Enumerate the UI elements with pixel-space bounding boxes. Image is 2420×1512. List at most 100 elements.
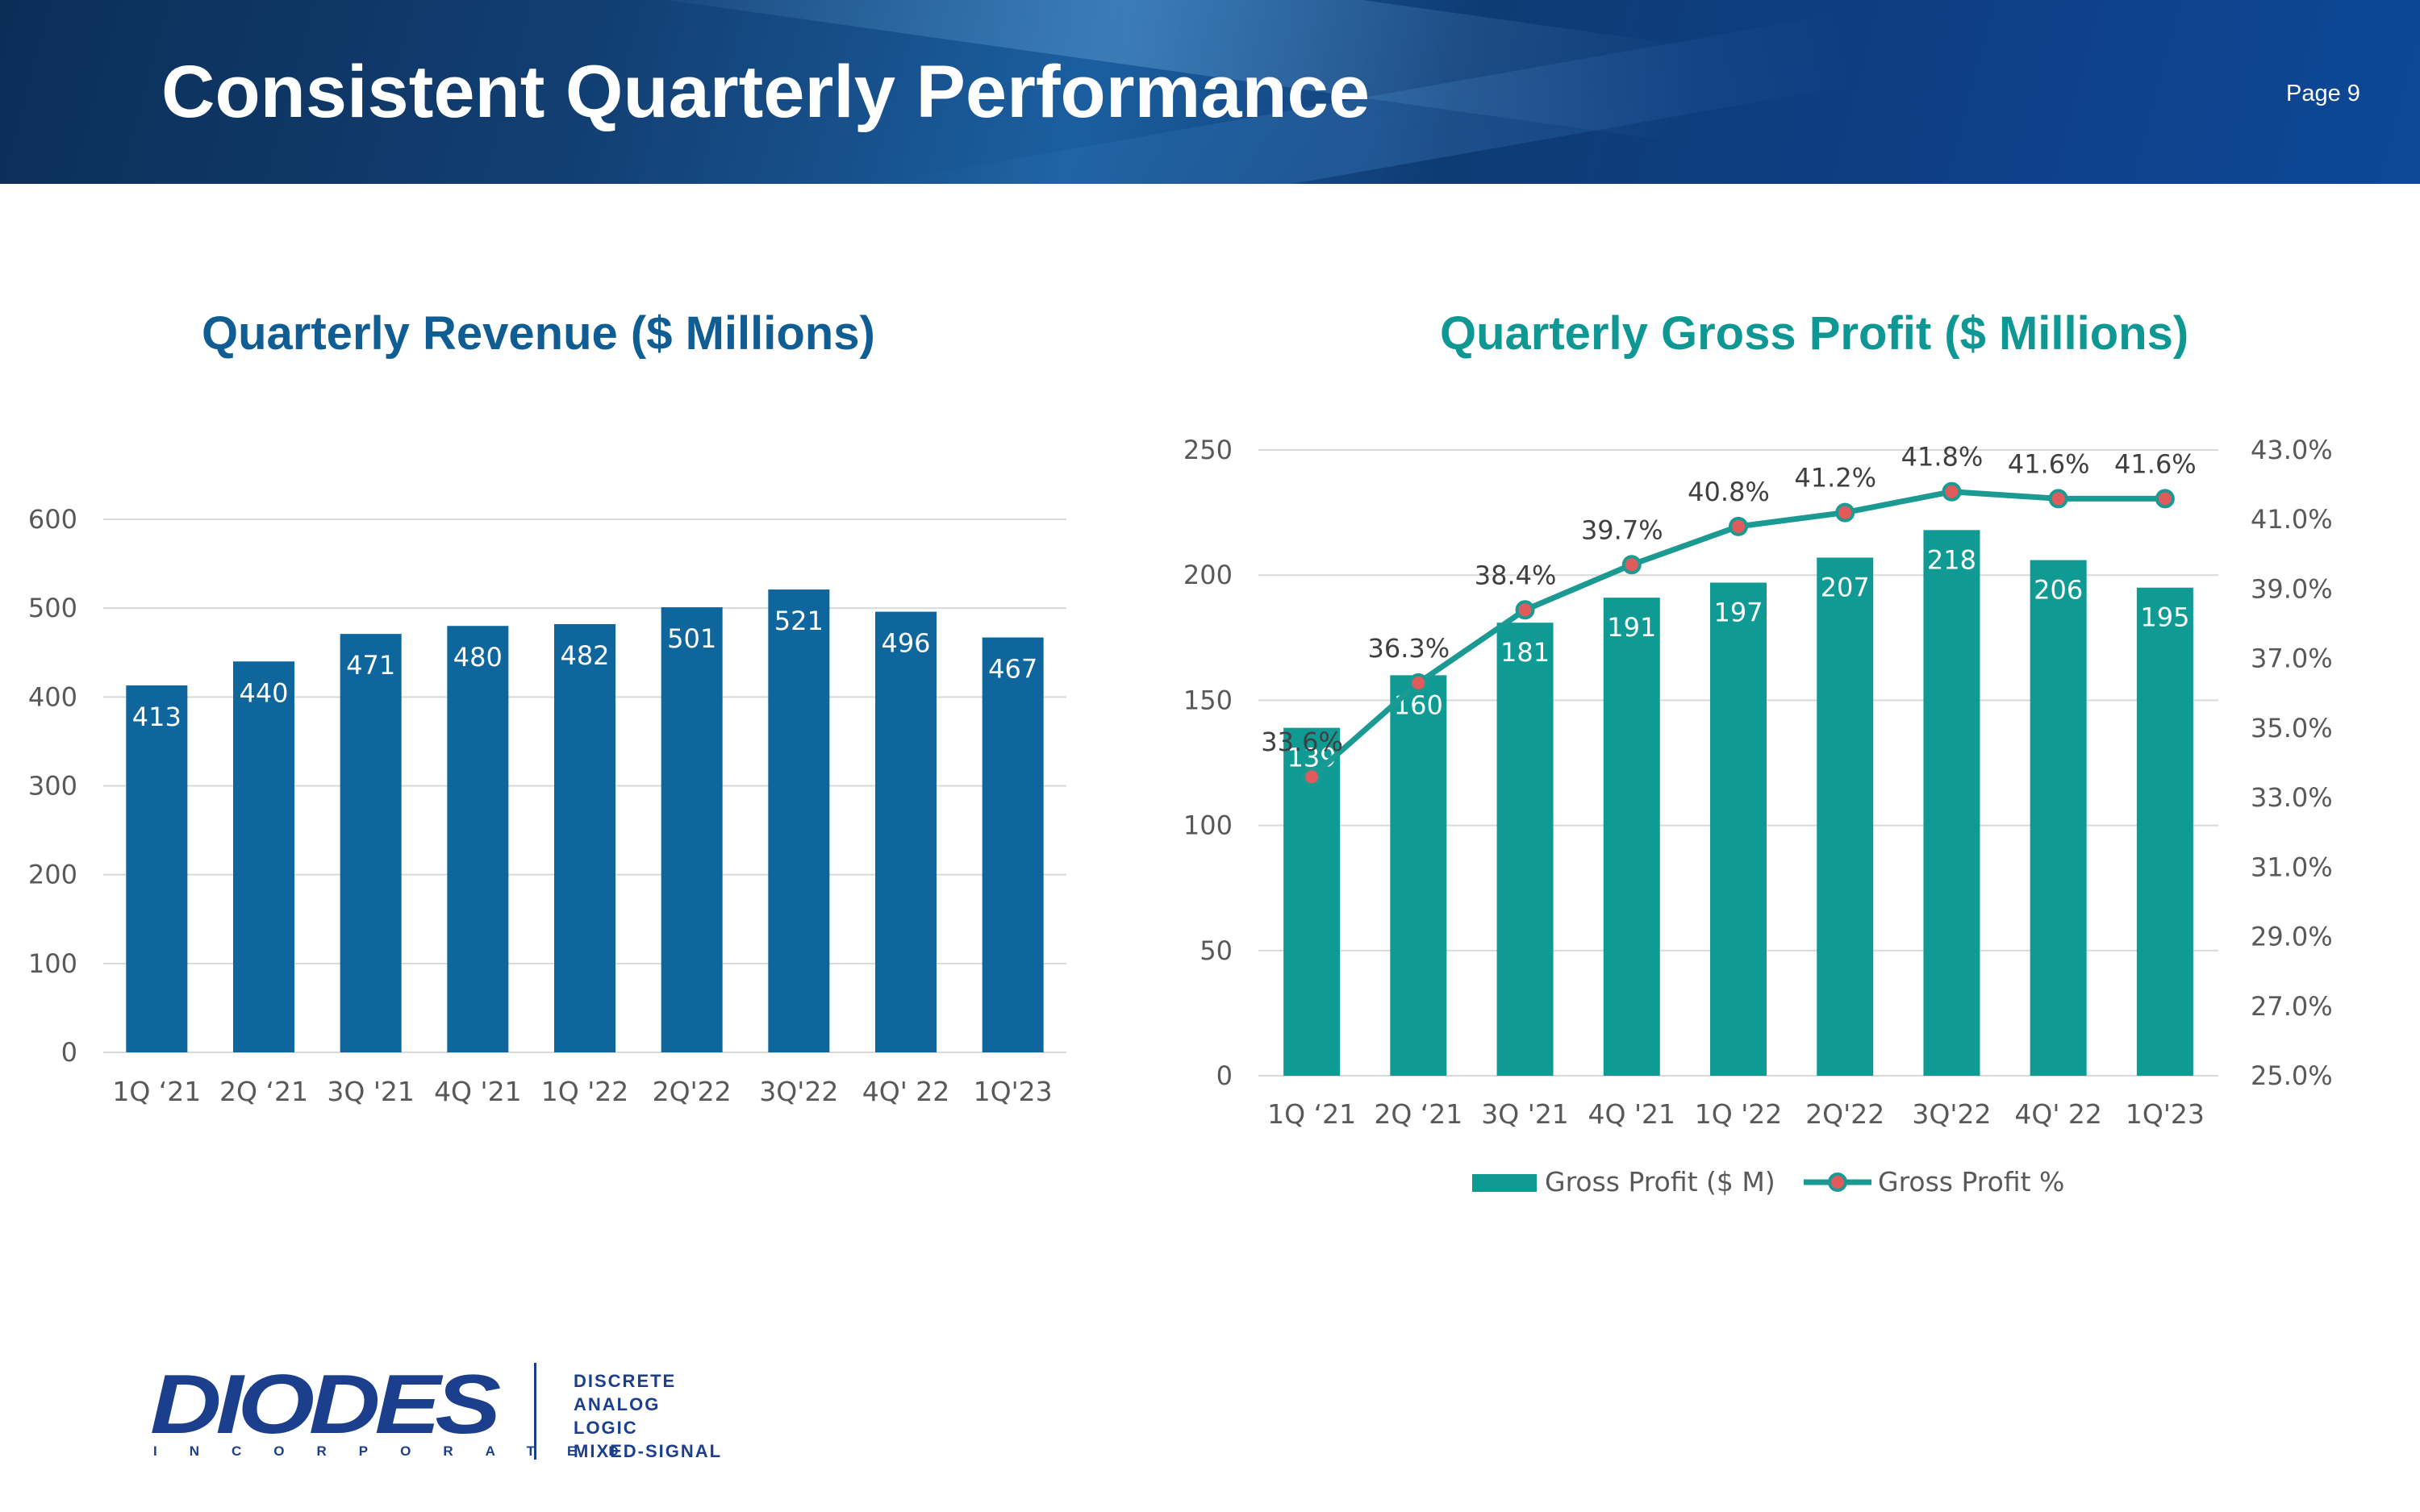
gp-x-tick-label: 2Q ‘21 xyxy=(1374,1098,1462,1130)
gp-bar xyxy=(1923,530,1980,1076)
gp-bar xyxy=(1817,557,1874,1076)
revenue-bar xyxy=(233,661,294,1052)
revenue-data-label: 480 xyxy=(453,642,503,673)
gp-bar xyxy=(2136,587,2193,1076)
revenue-y-tick-label: 100 xyxy=(28,948,77,979)
gp-right-y-tick-label: 25.0% xyxy=(2251,1060,2333,1091)
gp-bar xyxy=(1603,598,1660,1076)
gp-right-y-tick-label: 37.0% xyxy=(2251,644,2333,674)
gp-bar xyxy=(1390,675,1447,1076)
logo-wordmark: DIODES xyxy=(150,1358,501,1452)
revenue-bar xyxy=(661,607,723,1052)
revenue-x-tick-label: 4Q '21 xyxy=(434,1076,522,1107)
gp-right-y-tick-label: 33.0% xyxy=(2251,782,2333,813)
gp-x-tick-label: 4Q' 22 xyxy=(2014,1098,2102,1130)
revenue-x-tick-label: 1Q ‘21 xyxy=(112,1076,201,1107)
tagline-line: LOGIC xyxy=(574,1418,638,1438)
gp-percent-marker xyxy=(1621,555,1642,575)
revenue-data-label: 496 xyxy=(881,628,930,659)
diodes-logo: DIODES INCORPORATED DISCRETE ANALOG LOGI… xyxy=(150,1363,731,1468)
gp-bar-data-label: 195 xyxy=(2140,602,2189,633)
slide-title: Consistent Quarterly Performance xyxy=(161,51,1371,133)
gp-percent-data-label: 41.8% xyxy=(1901,442,1984,473)
logo-tagline: DISCRETE ANALOG LOGIC MIXED-SIGNAL xyxy=(574,1369,722,1463)
gp-bar-data-label: 218 xyxy=(1927,544,1976,575)
revenue-y-tick-label: 400 xyxy=(28,681,77,712)
revenue-x-tick-label: 2Q'22 xyxy=(653,1076,732,1107)
gp-left-y-tick-label: 0 xyxy=(1216,1060,1233,1091)
gp-percent-data-label: 41.6% xyxy=(2008,448,2090,479)
revenue-data-label: 501 xyxy=(667,623,716,654)
gross-profit-chart-title: Quarterly Gross Profit ($ Millions) xyxy=(1440,307,2189,360)
revenue-y-tick-label: 0 xyxy=(61,1037,77,1068)
gp-bar-data-label: 191 xyxy=(1607,612,1656,643)
revenue-bar xyxy=(875,611,937,1052)
gp-right-y-tick-label: 41.0% xyxy=(2251,504,2333,535)
gp-right-y-tick-label: 39.0% xyxy=(2251,573,2333,604)
gp-x-tick-label: 1Q'23 xyxy=(2126,1098,2205,1130)
gp-percent-marker xyxy=(1515,600,1535,620)
gp-x-tick-label: 3Q'22 xyxy=(1912,1098,1991,1130)
tagline-line: MIXED-SIGNAL xyxy=(574,1441,723,1461)
gp-right-y-tick-label: 31.0% xyxy=(2251,852,2333,882)
gp-bar-data-label: 207 xyxy=(1821,572,1870,602)
revenue-x-tick-label: 1Q'23 xyxy=(974,1076,1053,1107)
revenue-x-tick-label: 1Q '22 xyxy=(541,1076,629,1107)
gp-left-y-tick-label: 250 xyxy=(1183,435,1233,465)
page-number: Page 9 xyxy=(2286,81,2360,106)
gp-x-tick-label: 3Q '21 xyxy=(1481,1098,1569,1130)
gp-bar xyxy=(1496,623,1554,1076)
gp-percent-marker xyxy=(1835,502,1855,523)
gp-percent-data-label: 41.6% xyxy=(2114,448,2197,479)
revenue-y-tick-label: 600 xyxy=(28,504,77,535)
tagline-line: ANALOG xyxy=(574,1394,661,1414)
gp-x-tick-label: 1Q ‘21 xyxy=(1267,1098,1356,1130)
gp-percent-marker xyxy=(1302,767,1322,787)
revenue-bar xyxy=(340,634,402,1052)
gp-percent-marker xyxy=(1729,516,1748,536)
gp-bar xyxy=(1710,582,1767,1076)
gp-right-y-tick-label: 35.0% xyxy=(2251,713,2333,744)
revenue-x-tick-label: 3Q '21 xyxy=(327,1076,415,1107)
gp-right-y-tick-label: 27.0% xyxy=(2251,991,2333,1022)
revenue-data-label: 482 xyxy=(560,640,609,671)
revenue-chart-title: Quarterly Revenue ($ Millions) xyxy=(202,307,875,360)
revenue-data-label: 521 xyxy=(774,606,824,636)
gp-percent-data-label: 33.6% xyxy=(1261,727,1343,757)
gp-right-y-tick-label: 43.0% xyxy=(2251,435,2333,465)
revenue-y-tick-label: 500 xyxy=(28,593,77,623)
gp-right-y-tick-label: 29.0% xyxy=(2251,922,2333,952)
revenue-y-tick-label: 300 xyxy=(28,771,77,802)
gp-left-y-tick-label: 50 xyxy=(1200,935,1233,966)
revenue-bar xyxy=(447,626,509,1052)
revenue-bar xyxy=(982,637,1044,1052)
revenue-data-label: 467 xyxy=(988,654,1037,685)
gp-left-y-tick-label: 150 xyxy=(1183,685,1233,715)
tagline-line: DISCRETE xyxy=(574,1371,677,1391)
revenue-bar xyxy=(768,589,830,1052)
legend-marker-swatch xyxy=(1828,1173,1847,1192)
revenue-data-label: 413 xyxy=(132,702,182,732)
revenue-y-tick-label: 200 xyxy=(28,860,77,890)
gp-percent-data-label: 38.4% xyxy=(1475,560,1557,590)
revenue-data-label: 471 xyxy=(346,650,395,681)
gp-percent-marker xyxy=(2155,489,2175,509)
revenue-bar xyxy=(126,685,188,1052)
gp-x-tick-label: 4Q '21 xyxy=(1588,1098,1676,1130)
gp-percent-data-label: 41.2% xyxy=(1794,463,1876,494)
gp-x-tick-label: 1Q '22 xyxy=(1695,1098,1783,1130)
revenue-x-tick-label: 4Q' 22 xyxy=(862,1076,950,1107)
revenue-x-tick-label: 3Q'22 xyxy=(759,1076,838,1107)
revenue-bar xyxy=(554,623,615,1052)
gp-percent-data-label: 39.7% xyxy=(1581,514,1663,545)
gp-percent-marker xyxy=(2048,489,2068,509)
title-banner: Consistent Quarterly Performance Page 9 xyxy=(0,0,2420,184)
gp-percent-data-label: 40.8% xyxy=(1688,477,1770,507)
logo-divider xyxy=(534,1363,536,1460)
legend-label-gross-profit: Gross Profit ($ M) xyxy=(1545,1166,1775,1198)
gp-percent-marker xyxy=(1408,673,1429,693)
gp-bar-data-label: 197 xyxy=(1713,598,1763,628)
revenue-data-label: 440 xyxy=(239,677,288,708)
gp-bar-data-label: 206 xyxy=(2034,575,2083,606)
gp-bar-data-label: 181 xyxy=(1500,637,1550,668)
